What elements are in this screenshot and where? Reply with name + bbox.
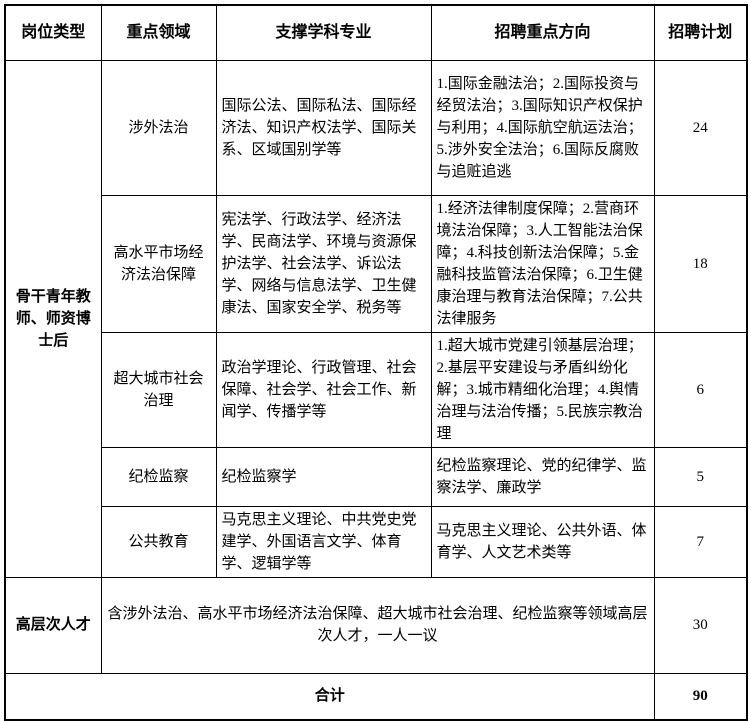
area-cell: 高水平市场经济法治保障 (100, 194, 217, 333)
disciplines-cell: 纪检监察学 (215, 446, 432, 507)
directions-cell: 马克思主义理论、公共外语、体育学、人文艺术类等 (430, 505, 655, 578)
header-cell-directions: 招聘重点方向 (430, 4, 655, 61)
high-level-plan-cell: 30 (653, 576, 748, 674)
plan-cell: 7 (653, 505, 748, 578)
header-cell-plan: 招聘计划 (653, 4, 748, 61)
area-cell: 公共教育 (100, 505, 217, 578)
table-row: 超大城市社会治理 政治学理论、行政管理、社会保障、社会学、社会工作、新闻学、传播… (5, 331, 748, 448)
table-row: 纪检监察 纪检监察学 纪检监察理论、党的纪律学、监察法学、廉政学 5 (5, 446, 748, 507)
header-row: 岗位类型 重点领域 支撑学科专业 招聘重点方向 招聘计划 (4, 4, 748, 61)
disciplines-cell: 政治学理论、行政管理、社会保障、社会学、社会工作、新闻学、传播学等 (215, 331, 432, 448)
high-level-row: 高层次人才 含涉外法治、高水平市场经济法治保障、超大城市社会治理、纪检监察等领域… (4, 576, 748, 674)
disciplines-cell: 国际公法、国际私法、国际经济法、知识产权法学、国际关系、区域国别学等 (215, 59, 432, 196)
disciplines-cell: 马克思主义理论、中共党史党建学、外国语言文学、体育学、逻辑学等 (215, 505, 432, 578)
recruitment-plan-table: 岗位类型 重点领域 支撑学科专业 招聘重点方向 招聘计划 骨干青年教师、师资博士… (4, 4, 748, 721)
area-cell: 纪检监察 (100, 446, 217, 507)
directions-cell: 1.超大城市党建引领基层治理；2.基层平安建设与矛盾纠纷化解；3.城市精细化治理… (430, 331, 655, 448)
header-cell-position-type: 岗位类型 (4, 4, 102, 61)
high-level-type-cell: 高层次人才 (4, 576, 102, 674)
directions-cell: 纪检监察理论、党的纪律学、监察法学、廉政学 (430, 446, 655, 507)
area-cell: 涉外法治 (100, 59, 217, 196)
directions-cell: 1.经济法律制度保障；2.营商环境法治保障；3.人工智能法治保障；4.科技创新法… (430, 194, 655, 333)
plan-cell: 18 (653, 194, 748, 333)
table-row: 骨干青年教师、师资博士后 涉外法治 国际公法、国际私法、国际经济法、知识产权法学… (4, 59, 748, 578)
directions-cell: 1.国际金融法治；2.国际投资与经贸法治；3.国际知识产权保护与利用；4.国际航… (430, 59, 655, 196)
plan-cell: 5 (653, 446, 748, 507)
disciplines-cell: 宪法学、行政法学、经济法学、民商法学、环境与资源保护法学、社会法学、诉讼法学、网… (215, 194, 432, 333)
high-level-description-cell: 含涉外法治、高水平市场经济法治保障、超大城市社会治理、纪检监察等领域高层次人才，… (100, 576, 655, 674)
table-row: 公共教育 马克思主义理论、中共党史党建学、外国语言文学、体育学、逻辑学等 马克思… (5, 505, 748, 578)
plan-cell: 24 (653, 59, 748, 196)
header-cell-key-area: 重点领域 (100, 4, 217, 61)
header-cell-disciplines: 支撑学科专业 (215, 4, 432, 61)
table-row: 高水平市场经济法治保障 宪法学、行政法学、经济法学、民商法学、环境与资源保护法学… (5, 194, 748, 333)
plan-cell: 6 (653, 331, 748, 448)
area-cell: 超大城市社会治理 (100, 331, 217, 448)
position-type-cell: 骨干青年教师、师资博士后 (4, 59, 102, 578)
